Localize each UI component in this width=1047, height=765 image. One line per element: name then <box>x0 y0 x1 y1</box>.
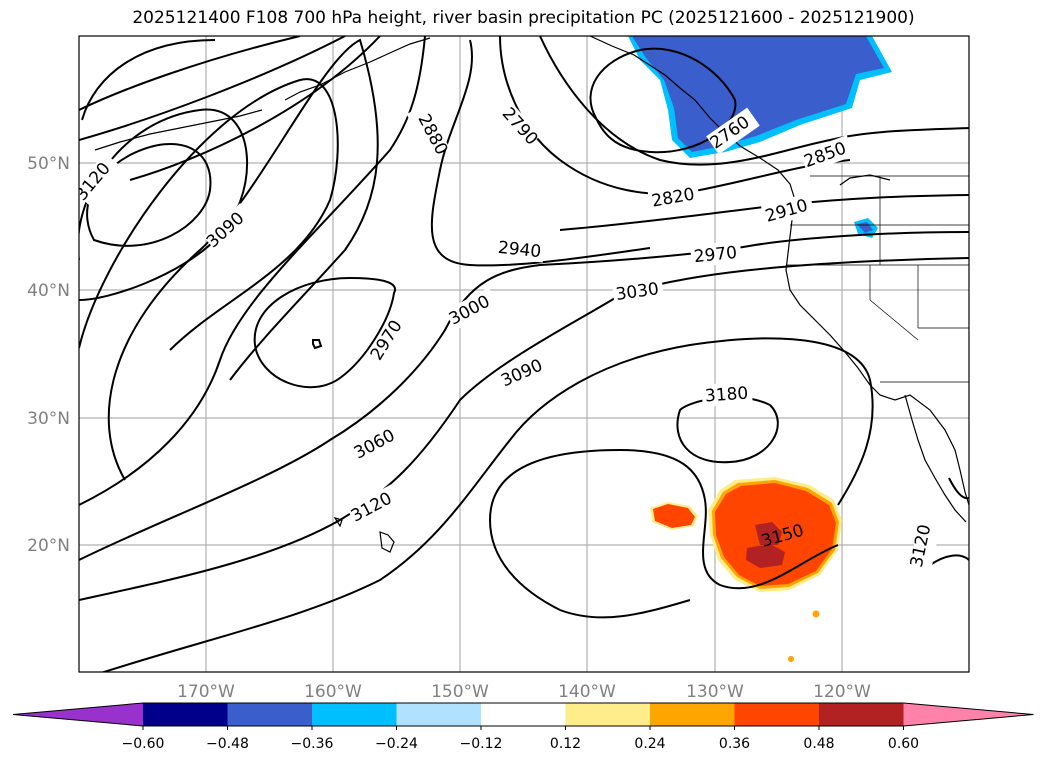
colorbar-tick-label: 0.36 <box>719 736 750 752</box>
lon-tick-label: 150°W <box>431 682 489 702</box>
baja-california <box>904 394 967 523</box>
plot-frame <box>78 35 970 673</box>
aleutian-west <box>94 109 263 151</box>
colorbar-tick-label: 0.48 <box>803 736 834 752</box>
contour-label: 2940 <box>497 238 542 262</box>
coastlines <box>94 36 969 553</box>
precip-negative-region <box>628 36 892 238</box>
colorbar-tick-label: −0.36 <box>291 736 334 752</box>
colorbar-segment <box>481 703 566 726</box>
colorbar-tick-label: −0.60 <box>122 736 165 752</box>
lon-tick-label: 120°W <box>813 682 871 702</box>
lon-tick-label: 140°W <box>558 682 616 702</box>
lat-tick-label: 20°N <box>27 536 70 556</box>
lon-tick-label: 160°W <box>304 682 362 702</box>
lon-tick-label: 170°W <box>177 682 235 702</box>
hawaii-big-island <box>379 531 395 553</box>
colorbar-segment <box>143 703 228 726</box>
colorbar-tick-label: −0.24 <box>375 736 418 752</box>
colorbar-segment <box>819 703 904 726</box>
colorbar-segment <box>650 703 735 726</box>
west-coast <box>589 36 969 506</box>
lat-tick-label: 40°N <box>27 281 70 301</box>
colorbar-tick-label: −0.12 <box>460 736 503 752</box>
colorbar-segment <box>565 703 651 726</box>
colorbar-segment <box>312 703 397 726</box>
colorbar: −0.60 −0.48 −0.36 −0.24 −0.12 0.12 0.24 0.36 0.4… <box>12 702 1034 752</box>
precip-positive-region <box>650 477 842 662</box>
colorbar-segment <box>396 703 482 726</box>
lon-axis: 170°W 160°W 150°W 140°W 130°W 120°W <box>177 682 871 702</box>
contour-label: 2970 <box>693 243 738 267</box>
lat-axis: 50°N 40°N 30°N 20°N <box>27 154 70 556</box>
aleutian-chain <box>284 37 431 101</box>
colorbar-segment <box>734 703 820 726</box>
map-title: 2025121400 F108 700 hPa height, river ba… <box>132 8 915 28</box>
contour-label: 3180 <box>704 384 749 407</box>
colorbar-tick-label: −0.48 <box>206 736 249 752</box>
lat-tick-label: 30°N <box>27 409 70 429</box>
contour-low-central <box>253 276 397 389</box>
colorbar-tick-label: 0.12 <box>550 736 581 752</box>
lat-tick-label: 50°N <box>27 154 70 174</box>
colorbar-tick-label: 0.60 <box>888 736 919 752</box>
colorbar-extend-max <box>903 703 1034 726</box>
gridlines <box>79 36 969 672</box>
colorbar-tick-label: 0.24 <box>634 736 665 752</box>
lon-tick-label: 130°W <box>686 682 744 702</box>
colorbar-extend-min <box>13 703 143 726</box>
colorbar-segment <box>227 703 313 726</box>
